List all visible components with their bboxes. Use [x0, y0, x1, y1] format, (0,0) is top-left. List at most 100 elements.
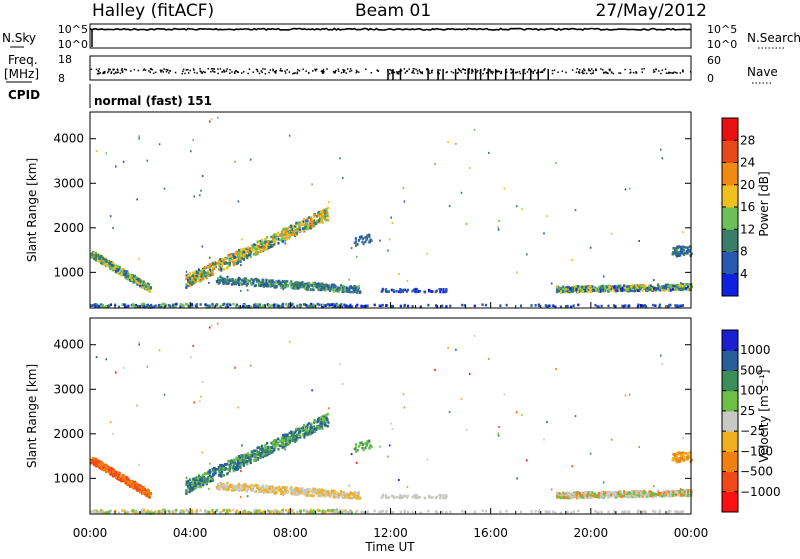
- power-cell: [242, 305, 244, 308]
- power-cell: [674, 285, 676, 288]
- power-cell: [653, 279, 655, 281]
- power-cell: [428, 289, 430, 292]
- power-cell: [672, 288, 674, 291]
- power-cell: [629, 188, 631, 190]
- power-cell: [392, 222, 394, 224]
- power-cell: [577, 304, 579, 307]
- power-cell: [591, 285, 593, 288]
- power-cell: [466, 223, 468, 225]
- power-cell: [117, 269, 119, 272]
- velocity-cell: [136, 486, 138, 489]
- power-cell: [424, 291, 426, 294]
- freq-point: [200, 71, 202, 73]
- power-cell: [571, 259, 573, 261]
- freq-point: [660, 73, 662, 75]
- power-cell: [575, 209, 577, 211]
- power-cell: [285, 231, 287, 234]
- freq-point: [347, 68, 349, 70]
- freq-point: [272, 70, 274, 72]
- freq-point: [439, 69, 441, 71]
- freq-point: [102, 73, 104, 75]
- power-cell: [220, 268, 222, 271]
- velocity-cell: [603, 491, 605, 494]
- velocity-cell: [255, 455, 257, 458]
- power-cell: [199, 280, 201, 283]
- power-cell: [362, 305, 364, 308]
- velocity-cell: [635, 490, 637, 493]
- freq-point: [108, 68, 110, 70]
- velocity-cell: [324, 424, 326, 427]
- power-cell: [240, 248, 242, 251]
- velocity-cell: [112, 470, 114, 473]
- velocity-cell: [246, 490, 248, 493]
- power-cell: [313, 214, 315, 217]
- power-cell: [576, 288, 578, 291]
- freq-point: [398, 73, 400, 75]
- velocity-cell: [195, 485, 197, 488]
- velocity-cell: [237, 461, 239, 464]
- velocity-cell: [439, 497, 441, 500]
- date-title: 27/May/2012: [596, 1, 708, 21]
- velocity-cell: [269, 490, 271, 493]
- velocity-cell: [266, 442, 268, 445]
- power-cell: [309, 305, 311, 308]
- power-cell: [268, 304, 270, 307]
- noise-right-tick-bottom: 10^0: [707, 38, 737, 51]
- velocity-cell: [293, 434, 295, 437]
- power-cell: [216, 303, 218, 306]
- velocity-cell: [194, 482, 196, 485]
- power-cell: [243, 248, 245, 251]
- power-cell: [309, 288, 311, 291]
- noise-left-tick-bottom: 10^0: [58, 38, 88, 51]
- freq-point: [356, 70, 358, 72]
- power-cell: [573, 304, 575, 307]
- velocity-cell: [287, 491, 289, 494]
- freq-point: [222, 71, 224, 73]
- freq-point: [120, 73, 122, 75]
- power-cell: [98, 261, 100, 264]
- velocity-cell: [285, 437, 287, 440]
- freq-point: [98, 73, 100, 75]
- power-cell: [369, 241, 371, 244]
- freq-point: [285, 72, 287, 74]
- power-cell: [185, 283, 187, 286]
- velocity-cell: [631, 491, 633, 494]
- freq-point: [669, 72, 671, 74]
- freq-point: [582, 70, 584, 72]
- velocity-cell: [243, 457, 245, 460]
- velocity-cell: [562, 492, 564, 495]
- freq-point: [220, 68, 222, 70]
- velocity-cell: [307, 434, 309, 437]
- velocity-cell: [399, 494, 401, 497]
- power-colorbar-segment: [722, 252, 738, 275]
- power-cell: [674, 252, 676, 255]
- power-cell: [174, 305, 176, 308]
- power-colorbar-segment: [722, 274, 738, 297]
- velocity-cell: [327, 491, 329, 494]
- freq-point: [104, 72, 106, 74]
- power-cell: [199, 273, 201, 276]
- power-cell: [283, 234, 285, 237]
- freq-point: [656, 69, 658, 71]
- power-cell: [209, 274, 211, 277]
- power-cell: [310, 218, 312, 221]
- power-cell: [625, 289, 627, 292]
- velocity-cell: [323, 491, 325, 494]
- velocity-cell: [198, 474, 200, 477]
- freq-point: [510, 72, 512, 74]
- velocity-cell: [283, 440, 285, 443]
- power-cell: [586, 289, 588, 292]
- velocity-cell: [311, 432, 313, 435]
- power-cell: [363, 243, 365, 246]
- power-cell: [635, 284, 637, 287]
- power-cell: [300, 304, 302, 307]
- power-cell: [261, 282, 263, 285]
- power-cell: [307, 228, 309, 231]
- power-colorbar-label: 16: [740, 200, 755, 214]
- freq-point: [527, 71, 529, 73]
- freq-point: [604, 72, 606, 74]
- velocity-cell: [296, 434, 298, 437]
- power-cell: [445, 290, 447, 293]
- freq-point: [341, 72, 343, 74]
- velocity-cell: [562, 496, 564, 499]
